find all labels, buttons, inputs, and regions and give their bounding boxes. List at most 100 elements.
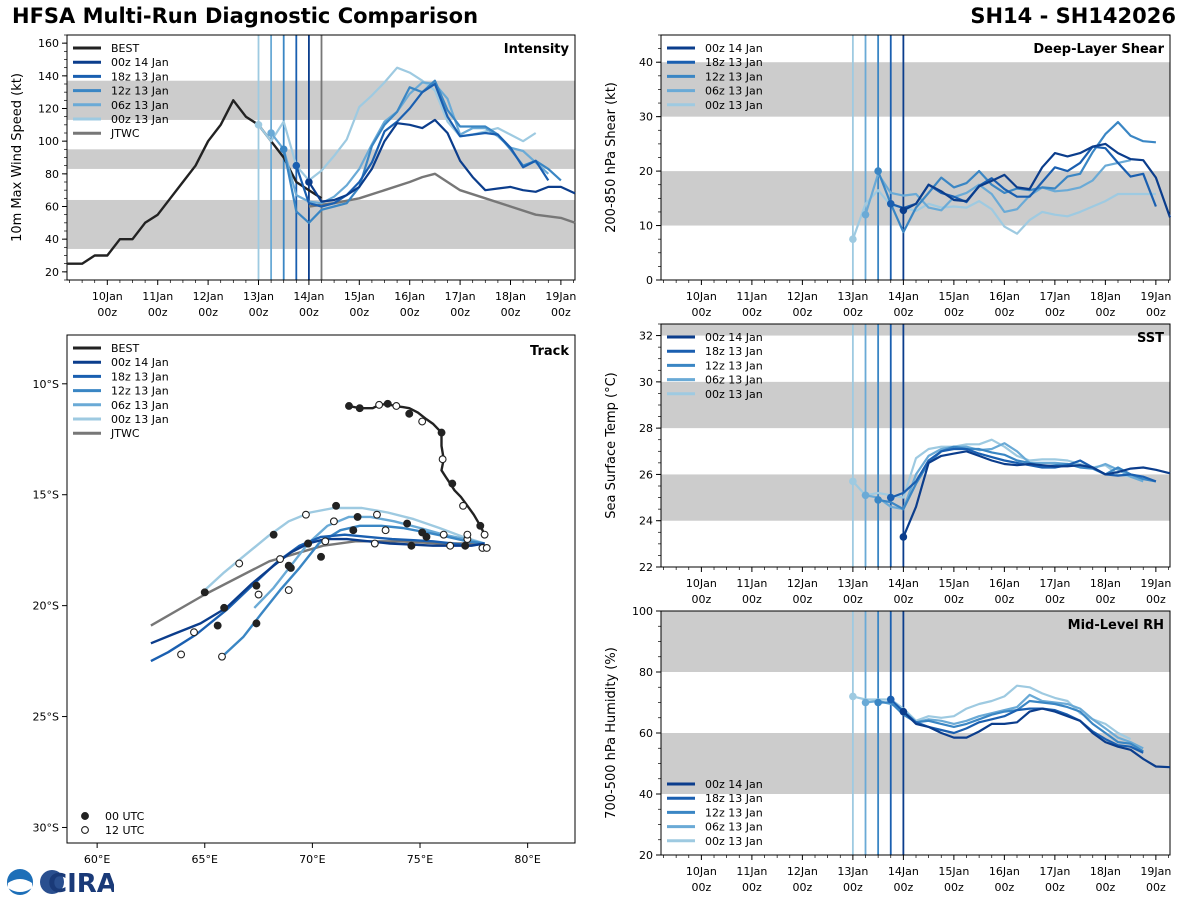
intensity-legend-label-12z-13-jan: 12z 13 Jan bbox=[111, 85, 169, 98]
intensity-xtick-hour-12jan: 00z bbox=[198, 306, 218, 319]
shear-xtick-day-14jan: 14Jan bbox=[888, 290, 919, 303]
track-best-marker-6 bbox=[418, 417, 427, 426]
intensity-ytick-label-100: 100 bbox=[38, 135, 59, 148]
track-best-marker-1 bbox=[355, 404, 364, 413]
rh-legend-label-18z-13-jan: 18z 13 Jan bbox=[705, 792, 763, 805]
rh-legend-label-12z-13-jan: 12z 13 Jan bbox=[705, 806, 763, 819]
track-run-marker-3 bbox=[407, 541, 416, 550]
sst-xtick-day-19jan: 19Jan bbox=[1140, 577, 1171, 590]
track-run-marker-19 bbox=[254, 590, 263, 599]
intensity-xtick-hour-13jan: 00z bbox=[249, 306, 269, 319]
rh-xtick-day-13jan: 13Jan bbox=[837, 865, 868, 878]
track-legend-label-jtwc: JTWC bbox=[110, 427, 140, 440]
rh-ytick-label-20: 20 bbox=[639, 849, 653, 862]
rh-panel: 20 40 60 80 100 10Jan 00z 11Jan 00z 12Jan 00z 13Jan… bbox=[604, 605, 1171, 894]
intensity-best-line bbox=[67, 99, 323, 265]
rh-ylabel: 700-500 hPa Humidity (%) bbox=[604, 647, 619, 819]
sst-ytick-label-26: 26 bbox=[639, 468, 653, 481]
track-xtick-label-75: 75°E bbox=[407, 853, 433, 866]
shear-ylabel: 200-850 hPa Shear (kt) bbox=[604, 82, 619, 233]
shear-ytick-label-40: 40 bbox=[639, 56, 653, 69]
rh-xtick-day-10jan: 10Jan bbox=[686, 865, 717, 878]
sst-legend-label-18z-13-jan: 18z 13 Jan bbox=[705, 345, 763, 358]
track-panel: 60°E 65°E 70°E 75°E 80°E 10°S 15°S 20°S 25°S 30°S… bbox=[33, 334, 576, 866]
track-best-marker-3 bbox=[383, 399, 392, 408]
noaa-wave-icon bbox=[8, 879, 32, 892]
track-run-marker-4 bbox=[370, 539, 379, 548]
track-run-marker-14 bbox=[381, 526, 390, 535]
intensity-xtick-hour-10jan: 00z bbox=[97, 306, 117, 319]
sst-legend-label-12z-13-jan: 12z 13 Jan bbox=[705, 359, 763, 372]
shear-legend-label-00z-13-jan: 00z 13 Jan bbox=[705, 99, 763, 112]
intensity-xtick-hour-18jan: 00z bbox=[501, 306, 521, 319]
intensity-xtick-hour-16jan: 00z bbox=[400, 306, 420, 319]
intensity-start-point-00z-14-jan bbox=[305, 178, 313, 186]
track-marker-legend-symbol-00-utc bbox=[81, 812, 89, 820]
rh-xtick-hour-10jan: 00z bbox=[692, 881, 712, 894]
sst-ytick-label-24: 24 bbox=[639, 515, 653, 528]
intensity-ytick-label-80: 80 bbox=[45, 168, 59, 181]
shear-ytick-label-30: 30 bbox=[639, 111, 653, 124]
shear-ytick-label-10: 10 bbox=[639, 220, 653, 233]
shear-band-0 bbox=[661, 171, 1170, 226]
rh-xtick-hour-19jan: 00z bbox=[1146, 881, 1166, 894]
intensity-xtick-hour-11jan: 00z bbox=[148, 306, 168, 319]
sst-xtick-hour-15jan: 00z bbox=[944, 593, 964, 606]
track-run-marker-15 bbox=[349, 526, 358, 535]
track-xtick-label-60: 60°E bbox=[84, 853, 110, 866]
track-legend-label-12z-13-jan: 12z 13 Jan bbox=[111, 385, 169, 398]
track-run-marker-10 bbox=[190, 628, 198, 637]
intensity-legend-label-00z-14-jan: 00z 14 Jan bbox=[111, 56, 169, 69]
intensity-xtick-hour-15jan: 00z bbox=[349, 306, 369, 319]
track-best-marker-5 bbox=[405, 409, 414, 418]
track-legend-label-best: BEST bbox=[111, 342, 139, 355]
intensity-xtick-hour-14jan: 00z bbox=[299, 306, 319, 319]
sst-xtick-hour-14jan: 00z bbox=[893, 593, 913, 606]
track-run-marker-25 bbox=[329, 517, 338, 526]
track-best-marker-2 bbox=[375, 400, 384, 409]
sst-start-point-00z-14-jan bbox=[899, 533, 908, 541]
track-series-18z-13-jan bbox=[150, 533, 485, 663]
track-run-marker-28 bbox=[463, 530, 472, 539]
sst-xtick-hour-11jan: 00z bbox=[742, 593, 762, 606]
rh-xtick-hour-16jan: 00z bbox=[994, 881, 1014, 894]
shear-legend-label-18z-13-jan: 18z 13 Jan bbox=[705, 56, 763, 69]
rh-xtick-day-14jan: 14Jan bbox=[888, 865, 919, 878]
rh-xtick-day-18jan: 18Jan bbox=[1090, 865, 1121, 878]
intensity-xtick-day-15jan: 15Jan bbox=[344, 290, 375, 303]
shear-xtick-day-11jan: 11Jan bbox=[736, 290, 767, 303]
rh-xtick-hour-12jan: 00z bbox=[792, 881, 812, 894]
sst-panel-title: SST bbox=[1137, 331, 1164, 346]
track-best-marker-7 bbox=[437, 428, 446, 437]
track-marker-legend-symbol-12-utc bbox=[81, 826, 89, 834]
track-run-marker-2 bbox=[446, 541, 455, 550]
track-xtick-label-70: 70°E bbox=[299, 853, 325, 866]
intensity-legend-label-06z-13-jan: 06z 13 Jan bbox=[111, 99, 169, 112]
track-run-marker-16 bbox=[321, 537, 330, 546]
sst-xtick-day-11jan: 11Jan bbox=[736, 577, 767, 590]
intensity-ytick-label-160: 160 bbox=[38, 37, 59, 50]
shear-xtick-day-12jan: 12Jan bbox=[787, 290, 818, 303]
sst-frame bbox=[660, 323, 1171, 568]
track-run-marker-32 bbox=[301, 510, 310, 519]
sst-legend-label-06z-13-jan: 06z 13 Jan bbox=[705, 374, 763, 387]
sst-xtick-hour-17jan: 00z bbox=[1045, 593, 1065, 606]
rh-xtick-hour-13jan: 00z bbox=[843, 881, 863, 894]
track-marker-legend-label-12-utc: 12 UTC bbox=[105, 824, 145, 837]
shear-xtick-day-18jan: 18Jan bbox=[1090, 290, 1121, 303]
rh-band-0 bbox=[661, 733, 1170, 794]
shear-xtick-day-19jan: 19Jan bbox=[1140, 290, 1171, 303]
sst-xtick-day-12jan: 12Jan bbox=[787, 577, 818, 590]
track-marker-legend-label-00-utc: 00 UTC bbox=[105, 810, 145, 823]
intensity-xtick-day-17jan: 17Jan bbox=[445, 290, 476, 303]
track-jtwc-line bbox=[150, 540, 481, 627]
sst-xtick-hour-16jan: 00z bbox=[994, 593, 1014, 606]
shear-ytick-label-0: 0 bbox=[646, 274, 653, 287]
track-run-marker-21 bbox=[218, 652, 226, 661]
track-run-marker-9 bbox=[213, 621, 222, 630]
track-run-marker-33 bbox=[269, 530, 278, 539]
intensity-ytick-label-140: 140 bbox=[38, 70, 59, 83]
intensity-series-18z-13-jan bbox=[295, 82, 550, 208]
shear-xtick-hour-18jan: 00z bbox=[1095, 306, 1115, 319]
